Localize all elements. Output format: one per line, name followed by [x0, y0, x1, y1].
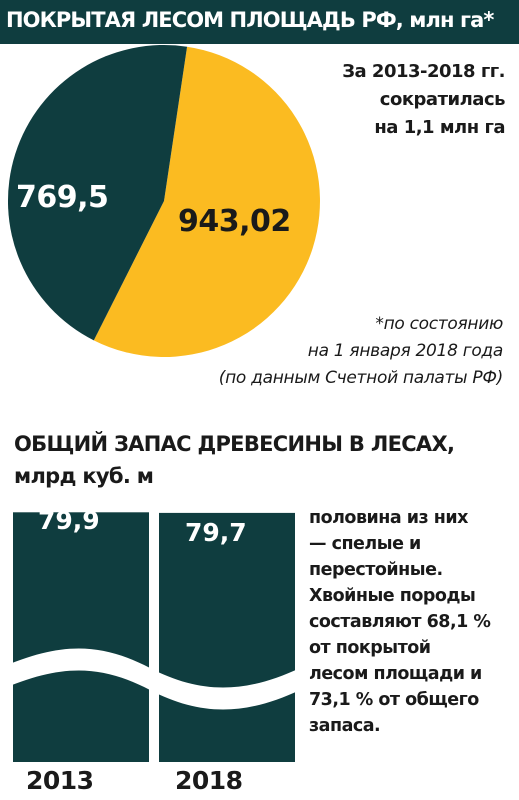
- bar-value-label-2013: 79,9: [38, 506, 100, 535]
- bar-category-label-2013: 2013: [26, 766, 94, 795]
- bar-2018: [159, 512, 295, 762]
- bar-2013: [13, 512, 149, 762]
- reduction-note-line: За 2013-2018 гг.: [342, 61, 505, 82]
- bar-category-label-2018: 2018: [175, 766, 243, 795]
- bar-group: [0, 512, 300, 762]
- reduction-note-line: на 1,1 млн га: [374, 117, 505, 138]
- side-note-line: запаса.: [309, 716, 381, 736]
- side-note-line: 73,1 % от общего: [309, 690, 479, 710]
- axis-break: [0, 648, 300, 710]
- footnote-line: на 1 января 2018 года: [307, 341, 504, 361]
- pie-slices: [7, 44, 320, 357]
- chart-subtitle-unit: млрд куб. м: [14, 464, 154, 488]
- pie-slice-2: [93, 46, 320, 357]
- side-note-line: Хвойные породы: [309, 586, 476, 606]
- side-note-line: составляют 68,1 %: [309, 612, 491, 632]
- chart-title-line: ОБЩИЙ ЗАПАС ДРЕВЕСИНЫ В ЛЕСАХ,: [14, 432, 455, 456]
- chart-title-timber-stock: ОБЩИЙ ЗАПАС ДРЕВЕСИНЫ В ЛЕСАХ, млрд куб.…: [14, 428, 455, 492]
- bar-chart: [0, 512, 300, 762]
- footnote: *по состоянию на 1 января 2018 года (по …: [218, 311, 504, 392]
- side-note-line: половина из них: [309, 508, 468, 528]
- pie-chart: [7, 44, 320, 357]
- footnote-line: (по данным Счетной палаты РФ): [218, 368, 504, 388]
- pie-slice-label-1: 769,5: [16, 180, 109, 215]
- side-note: половина из них — спелые и перестойные. …: [309, 505, 517, 739]
- pie-slice-1: [7, 44, 188, 341]
- bar-value-label-2018: 79,7: [185, 518, 247, 547]
- footnote-line: *по состоянию: [375, 314, 503, 334]
- reduction-note-line: сократилась: [379, 89, 506, 110]
- side-note-line: от покрытой: [309, 638, 431, 658]
- side-note-line: перестойные.: [309, 560, 443, 580]
- chart-title-forest-area: ПОКРЫТАЯ ЛЕСОМ ПЛОЩАДЬ РФ, млн га*: [6, 8, 494, 32]
- side-note-line: лесом площади и: [309, 664, 482, 684]
- reduction-note: За 2013-2018 гг. сократилась на 1,1 млн …: [342, 58, 505, 142]
- pie-slice-label-2: 943,02: [178, 204, 291, 239]
- header-bar: [0, 0, 519, 44]
- side-note-line: — спелые и: [309, 534, 421, 554]
